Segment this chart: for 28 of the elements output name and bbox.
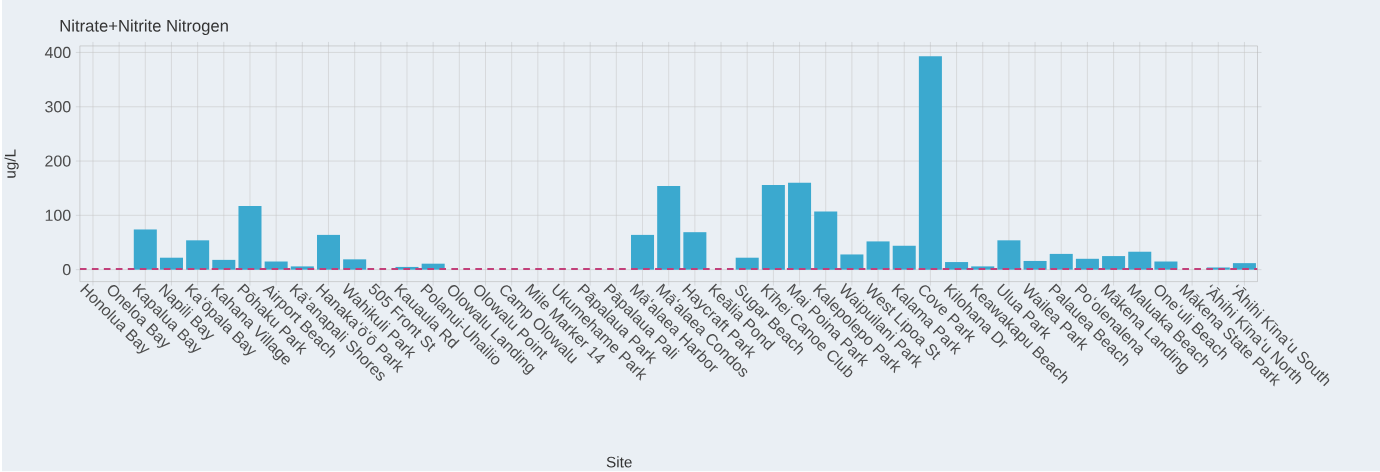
- y-axis-title: ug/L: [4, 149, 19, 178]
- bar: [316, 234, 340, 270]
- bar: [814, 211, 838, 270]
- bar: [997, 240, 1021, 270]
- bar: [631, 234, 655, 270]
- y-tick-label: 0: [62, 264, 71, 276]
- bar: [840, 254, 864, 270]
- y-tick-label: 200: [45, 155, 71, 167]
- bar: [788, 182, 812, 270]
- bar: [683, 232, 707, 270]
- bar: [159, 257, 183, 270]
- y-tick-label: 300: [45, 101, 71, 113]
- bar: [761, 184, 785, 270]
- bar: [892, 245, 916, 270]
- bar: [918, 56, 942, 270]
- bar: [1102, 256, 1126, 270]
- bar: [186, 240, 210, 270]
- bar: [1049, 253, 1073, 270]
- y-tick-label: 400: [44, 46, 71, 59]
- bar: [238, 206, 262, 270]
- y-tick-label: 100: [45, 209, 71, 222]
- bar: [133, 229, 157, 270]
- bar: [657, 186, 681, 270]
- bar: [1075, 258, 1099, 270]
- bar: [866, 241, 890, 270]
- bar: [1128, 251, 1152, 270]
- chart-title: Nitrate+Nitrite Nitrogen: [60, 19, 228, 36]
- x-axis-title: Site: [606, 456, 632, 468]
